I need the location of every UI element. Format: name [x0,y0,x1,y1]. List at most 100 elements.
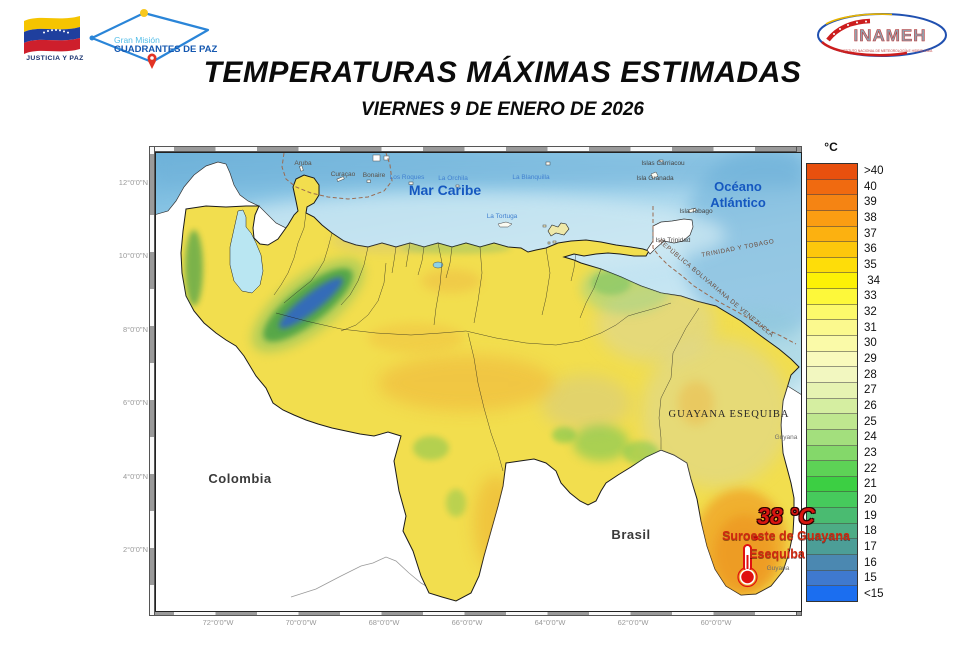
annotation-location-line1: Suroeste de Guayana [722,529,850,543]
annotation-location-line2: Esequiba [749,547,805,561]
colorbar-swatch [807,304,857,321]
x-tick-label: 66°0'0"W [451,618,483,627]
island-label-aruba: Aruba [294,160,312,167]
island-label-trinidad: Isla Trinidad [655,237,691,244]
x-tick-label: 68°0'0"W [368,618,400,627]
colorbar-swatch [807,210,857,227]
region-label-guyana-north: Guyana [774,434,798,441]
lake-valencia [432,261,444,269]
sea-label-atlantic-1: Océano [714,179,762,194]
colorbar-swatch [807,476,857,493]
colorbar-swatch [807,461,857,477]
colorbar-label: 15 [864,572,877,585]
trinidad-island [646,218,694,255]
colorbar-swatch [807,555,857,571]
colorbar-swatch [807,257,857,274]
colorbar-swatch [807,164,857,180]
colorbar-swatch [807,429,857,446]
colorbar-label: 32 [864,305,877,318]
colorbar-label: 31 [864,321,877,334]
x-tick-label: 60°0'0"W [700,618,732,627]
colorbar-label: 39 [864,196,877,209]
colorbar-label: 26 [864,399,877,412]
island-label-la-orchila: La Orchila [438,175,468,182]
colorbar-entries [806,163,858,602]
colorbar-swatch [807,195,857,211]
country-label-colombia: Colombia [208,471,272,486]
y-tick-label: 10°0'0"N [118,251,148,261]
quadrant-node-icon [140,9,148,17]
colorbar-swatch [807,226,857,243]
colorbar-label: 20 [864,493,877,506]
island-label-curacao: Curaçao [330,171,356,178]
islands [299,154,697,255]
mision-label-line1: Gran Misión [114,35,160,45]
island-label-granada: Isla Granada [636,175,674,182]
maritime-boundaries [281,153,797,345]
page-subtitle: VIERNES 9 DE ENERO DE 2026 [361,99,644,120]
colorbar-label: 19 [864,509,877,522]
lake-maracaibo [229,209,264,294]
colorbar-swatch [807,570,857,587]
inameh-wordmark: INAMEH [853,26,926,45]
colorbar-label: 25 [864,415,877,428]
sea-label-atlantic-2: Atlántico [710,195,766,210]
colorbar-label: 37 [864,227,877,240]
page-title: TEMPERATURAS MÁXIMAS ESTIMADAS [203,56,802,89]
colorbar-swatch [807,586,857,601]
y-tick-label: 12°0'0"N [118,178,148,187]
temperature-annotation: 38 °C [757,503,815,529]
sea-label-caribbean: Mar Caribe [408,182,482,198]
colorbar-swatch [807,336,857,352]
island-label-la-tortuga: La Tortuga [486,213,518,220]
colorbar-label: 22 [864,462,877,475]
colorbar-label: 27 [864,384,877,397]
colorbar-label: <15 [864,587,884,600]
x-tick-label: 72°0'0"W [202,618,234,627]
colorbar-label: 38 [864,211,877,224]
region-label-guayana-esequiba: GUAYANA ESEQUIBA [668,409,790,420]
colorbar-label: 24 [864,431,877,444]
x-tick-label: 62°0'0"W [617,618,649,627]
colorbar-label: 33 [864,290,877,303]
flag-stars [43,29,69,34]
location-pin-icon [147,53,157,69]
thermometer-icon [737,535,759,588]
x-tick-label: 64°0'0"W [534,618,566,627]
island-label-los-roques: Los Roques [389,174,425,181]
colorbar-label: 34 [864,274,880,287]
inameh-logo: INAMEH INSTITUTO NACIONAL DE METEOROLOGÍ… [817,13,947,57]
colorbar-label: 18 [864,525,877,538]
y-axis: 12°0'0"N 10°0'0"N 8°0'0"N 6°0'0"N 4°0'0"N 2°0… [0,0,160,666]
country-label-brasil: Brasil [611,527,651,542]
y-tick-label: 6°0'0"N [122,398,148,408]
colorbar-swatch [807,289,857,305]
colorbar-swatch [807,179,857,196]
x-tick-label: 70°0'0"W [285,618,317,627]
y-tick-label: 8°0'0"N [122,324,148,334]
colorbar-swatch [807,445,857,462]
island-label-tobago: Isla Tobago [679,208,713,215]
colorbar-label: 16 [864,556,877,569]
colorbar-labels: >40 40 39 38 37 36 35 34 33 32 31 30 29 28 27 26 25 24 23… [864,163,884,602]
colorbar-swatch [807,492,857,509]
state-boundaries [273,212,700,472]
colorbar-swatch [807,273,857,290]
colorbar-swatch [807,382,857,399]
mision-label-line2: CUADRANTES DE PAZ [114,44,218,55]
y-tick-label: 4°0'0"N [122,471,148,481]
colorbar-swatch [807,367,857,383]
island-label-bonaire: Bonaire [362,172,386,179]
colorbar-label: 17 [864,540,877,553]
temperature-map: Mar Caribe Océano Atlántico Los Roques L… [155,152,802,612]
colorbar-label: 29 [864,352,877,365]
x-axis: 72°0'0"W 70°0'0"W 68°0'0"W 66°0'0"W 64°0'0"W… [0,618,960,632]
colorbar-label: 28 [864,368,877,381]
colorbar-label: >40 [864,164,884,177]
colorbar-swatch [807,539,857,556]
colorbar-swatch [807,320,857,337]
venezuela-flag-logo [24,16,80,54]
colorbar-swatch [807,351,857,368]
colorbar-swatch [807,242,857,258]
